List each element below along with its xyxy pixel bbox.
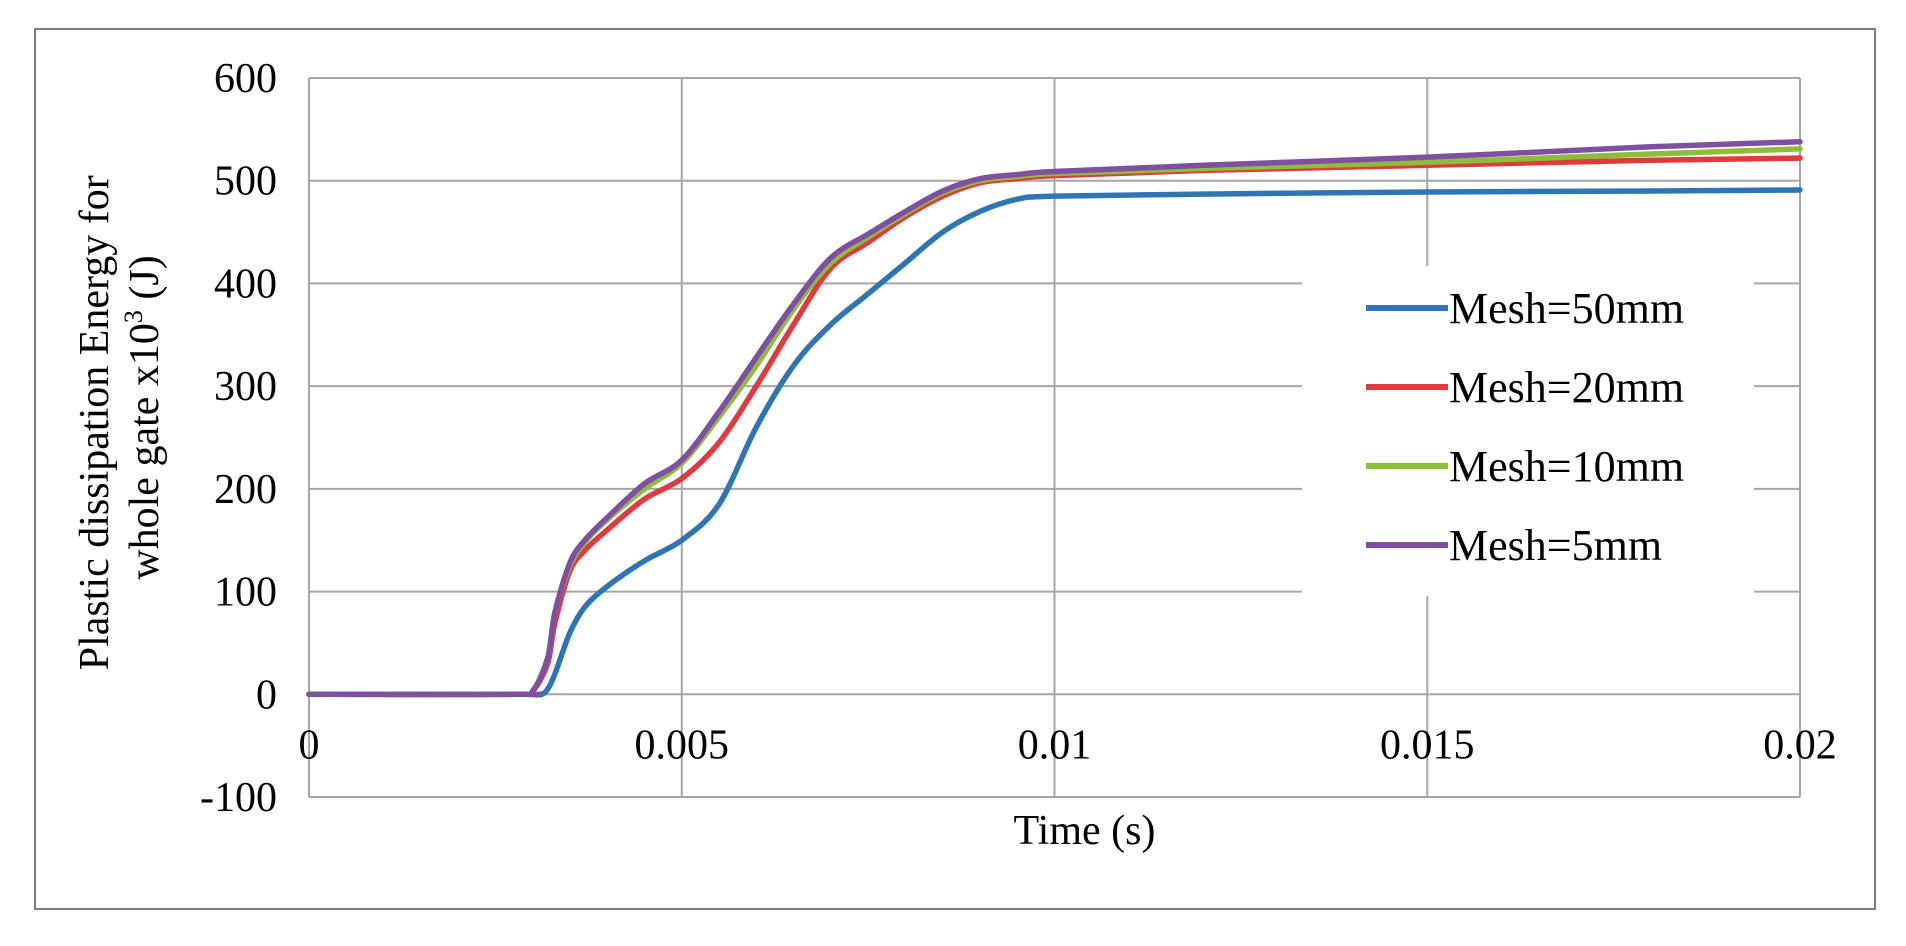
y-tick-label: -100 bbox=[200, 775, 277, 821]
x-axis-ticks: 0 0.005 0.01 0.015 0.02 bbox=[299, 722, 1837, 768]
y-axis-ticks: -100 0 100 200 300 400 500 600 bbox=[200, 56, 277, 821]
y-tick-label: 100 bbox=[214, 570, 277, 616]
legend-label: Mesh=50mm bbox=[1449, 284, 1684, 333]
legend-label: Mesh=20mm bbox=[1449, 363, 1684, 412]
y-tick-label: 300 bbox=[214, 364, 277, 410]
y-axis-title-prefix: whole gate x10 bbox=[122, 323, 168, 580]
x-tick-label: 0 bbox=[299, 722, 320, 768]
y-axis-title-superscript: 3 bbox=[119, 310, 148, 323]
legend-label: Mesh=10mm bbox=[1449, 442, 1684, 491]
x-tick-label: 0.015 bbox=[1380, 722, 1475, 768]
y-tick-label: 200 bbox=[214, 467, 277, 513]
y-axis-title-line1: Plastic dissipation Energy for bbox=[72, 175, 118, 670]
legend-background bbox=[1302, 266, 1754, 596]
x-tick-label: 0.005 bbox=[635, 722, 730, 768]
y-tick-label: 400 bbox=[214, 261, 277, 307]
y-axis-title-suffix: (J) bbox=[122, 255, 168, 310]
series-line-4 bbox=[306, 138, 1803, 698]
y-axis-title-line2: whole gate x103 (J) bbox=[119, 255, 168, 579]
y-tick-label: 500 bbox=[214, 159, 277, 205]
y-tick-label: 0 bbox=[256, 672, 277, 718]
series-lines bbox=[306, 138, 1803, 698]
x-tick-label: 0.01 bbox=[1018, 722, 1092, 768]
chart-area: -100 0 100 200 300 400 500 600 0 0.005 0.01 0.015 0… bbox=[34, 28, 1876, 910]
y-tick-label: 600 bbox=[214, 56, 277, 102]
legend: Mesh=50mm Mesh=20mm Mesh=10mm Mesh=5mm bbox=[1366, 284, 1684, 570]
y-axis-title: Plastic dissipation Energy for whole gat… bbox=[72, 165, 168, 671]
x-tick-label: 0.02 bbox=[1763, 722, 1837, 768]
x-axis-title: Time (s) bbox=[1014, 808, 1156, 854]
legend-label: Mesh=5mm bbox=[1449, 521, 1662, 570]
series-line-1 bbox=[306, 187, 1803, 698]
